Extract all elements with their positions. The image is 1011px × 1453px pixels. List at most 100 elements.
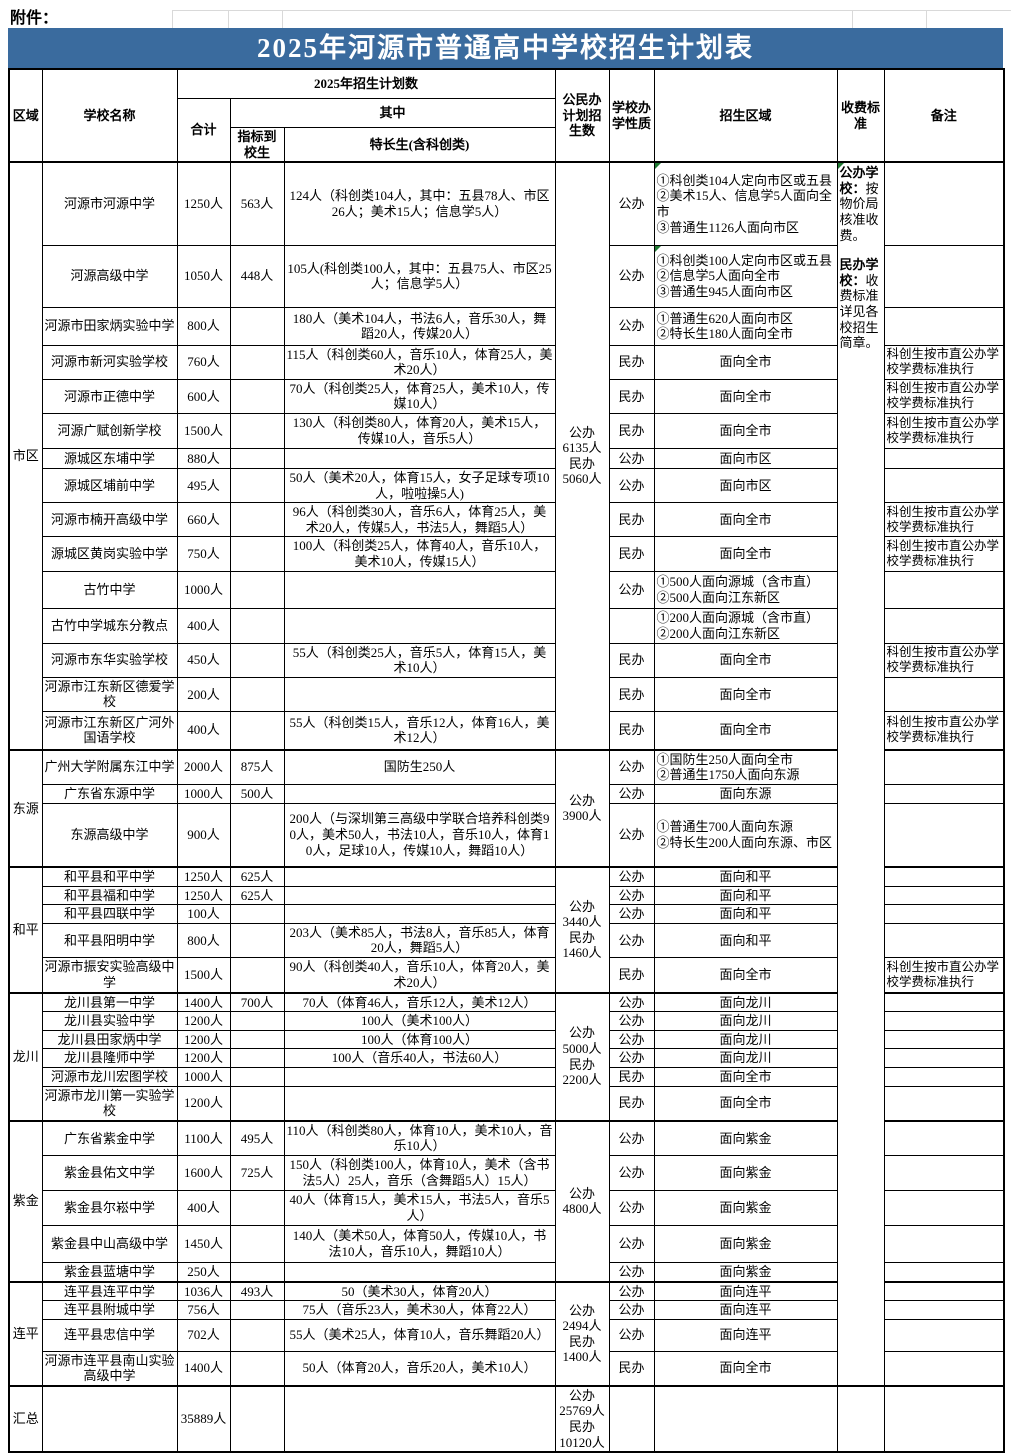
special-cell (283, 570, 556, 609)
remark-cell (883, 1350, 1005, 1387)
remark-cell (883, 1300, 1005, 1320)
total-cell: 400人 (176, 1189, 231, 1226)
school-type-cell: 公办 (608, 1011, 655, 1031)
school-name-cell: 河源市新河实验学校 (41, 344, 178, 380)
quota-cell: 725人 (229, 1154, 285, 1191)
school-name-cell: 连平县忠信中学 (41, 1318, 178, 1352)
quota-cell (229, 1261, 285, 1283)
enroll-area-cell: 面向全市 (653, 711, 838, 750)
quota-cell (229, 306, 285, 346)
school-name-cell: 紫金县尔崧中学 (41, 1189, 178, 1226)
quota-cell (229, 1350, 285, 1387)
school-row: 河源市龙川宏图学校 1000人 民办 面向全市 (9, 1066, 1005, 1087)
total-cell: 1400人 (176, 991, 231, 1013)
fee-note-text: 收费标准详见各校招生简章。 (839, 272, 879, 351)
school-row: 源城区埔前中学 495人 50人（美术20人，体育15人，女子足球专项10人，啦啦操… (9, 468, 1005, 504)
enroll-area-cell: 面向紫金 (653, 1224, 838, 1263)
gridline (172, 10, 173, 28)
quota-cell (229, 904, 285, 924)
total-cell: 880人 (176, 448, 231, 470)
quota-cell (229, 802, 285, 868)
special-cell: 55人（科创类25人，音乐5人，体育15人，美术10人） (283, 642, 556, 678)
fee-standard-cell: 公办学校：按物价局核准收费。 民办学校：收费标准详见各校招生简章。 (836, 161, 885, 1387)
school-row: 紫金县蓝塘中学 250人 公办 面向紫金 (9, 1261, 1005, 1283)
fee-note-text: 民办学校： (839, 257, 879, 288)
school-row: 河源市连平县南山实验高级中学 1400人 50人（体育20人，音乐20人，美术10人… (9, 1350, 1005, 1387)
enroll-area-cell: ①500人面向源城（含市直） ②500人面向江东新区 (653, 570, 838, 609)
school-row: 河源市田家炳实验中学 800人 180人（美术104人，书法6人，音乐30人，舞蹈2… (9, 306, 1005, 346)
total-cell: 35889人 (176, 1384, 231, 1453)
enroll-area-cell: 面向市区 (653, 448, 838, 470)
total-cell: 1250人 (176, 866, 231, 887)
enroll-area-cell: 面向龙川 (653, 1029, 838, 1050)
public-private-cell: 公办 2494人 民办 1400人 (554, 1280, 610, 1387)
public-private-cell: 公办 25769人 民办 10120人 (554, 1384, 610, 1453)
public-private-cell: 公办 6135人 民办 5060人 (554, 161, 610, 751)
special-cell: 40人（体育15人，美术15人，书法5人，音乐5人） (283, 1189, 556, 1226)
quota-cell (229, 1189, 285, 1226)
public-private-cell: 公办 4800人 (554, 1119, 610, 1282)
quota-cell (229, 1224, 285, 1263)
public-private-cell: 公办 5000人 民办 2200人 (554, 991, 610, 1122)
enroll-area-cell: 面向全市 (653, 413, 838, 450)
school-type-cell: 公办 (608, 1029, 655, 1050)
remark-cell (883, 244, 1005, 308)
school-type-cell: 公办 (608, 1261, 655, 1283)
remark-cell (883, 1318, 1005, 1352)
quota-cell (229, 922, 285, 959)
school-type-cell: 民办 (608, 711, 655, 750)
remark-cell (883, 991, 1005, 1013)
school-type-cell: 民办 (608, 1350, 655, 1387)
quota-cell (229, 642, 285, 678)
special-cell (283, 1085, 556, 1122)
total-cell: 200人 (176, 676, 231, 713)
total-cell: 1200人 (176, 1029, 231, 1050)
total-cell: 1000人 (176, 1066, 231, 1087)
enroll-area-cell (653, 1384, 838, 1453)
enroll-area-cell: ①国防生250人面向全市 ②普通生1750人面向东源 (653, 748, 838, 785)
remark-cell (883, 570, 1005, 609)
total-cell: 750人 (176, 536, 231, 572)
school-type-cell: 公办 (608, 1300, 655, 1320)
table-header: 区域 学校名称 2025年招生计划数 公民办计划招生数 学校办学性质 招生区域 … (8, 68, 1005, 163)
total-cell: 660人 (176, 502, 231, 538)
remark-cell (883, 306, 1005, 346)
quota-cell (229, 468, 285, 504)
enroll-area-cell: 面向紫金 (653, 1119, 838, 1156)
enroll-area-cell: 面向全市 (653, 378, 838, 415)
school-name-cell: 河源市江东新区广河外国语学校 (41, 711, 178, 750)
total-cell: 1100人 (176, 1119, 231, 1156)
enroll-area-cell: ①科创类100人定向市区或五县 ②信息学5人面向全市 ③普通生945人面向市区 (653, 244, 838, 308)
header-region: 区域 (8, 68, 43, 163)
school-type-cell: 公办 (608, 161, 655, 246)
school-row: 连平县忠信中学 702人 55人（美术25人，体育10人，音乐舞蹈20人） 公办 面向连… (9, 1318, 1005, 1352)
enroll-area-cell: ①科创类104人定向市区或五县 ②美术15人、信息学5人面向全市 ③普通生112… (653, 161, 838, 246)
school-type-cell: 民办 (608, 676, 655, 713)
quota-cell (229, 1048, 285, 1068)
remark-cell (883, 1029, 1005, 1050)
header-special: 特长生(含科创类) (283, 127, 556, 163)
quota-cell (229, 448, 285, 470)
school-type-cell (608, 1384, 655, 1453)
gridline (852, 10, 853, 28)
school-name-cell: 河源市东华实验学校 (41, 642, 178, 678)
school-name-cell: 河源市振安实验高级中学 (41, 957, 178, 994)
school-type-cell: 公办 (608, 468, 655, 504)
quota-cell (229, 1011, 285, 1031)
special-cell (283, 784, 556, 804)
school-type-cell: 公办 (608, 802, 655, 868)
special-cell: 130人（科创类80人，体育20人，美术15人，传媒10人，音乐5人） (283, 413, 556, 450)
gridline (926, 10, 927, 28)
remark-cell (883, 885, 1005, 906)
quota-cell: 625人 (229, 866, 285, 887)
remark-cell (883, 748, 1005, 785)
quota-cell: 493人 (229, 1280, 285, 1302)
enroll-area-cell: 面向连平 (653, 1318, 838, 1352)
enroll-area-cell: 面向紫金 (653, 1261, 838, 1283)
enroll-area-cell: 面向全市 (653, 642, 838, 678)
quota-cell (229, 378, 285, 415)
enroll-area-cell: 面向市区 (653, 468, 838, 504)
special-cell: 100人（科创类25人，体育40人，音乐10人，美术10人，传媒15人） (283, 536, 556, 572)
special-cell (283, 1384, 556, 1453)
remark-cell: 科创生按市直公办学校学费标准执行 (883, 642, 1005, 678)
